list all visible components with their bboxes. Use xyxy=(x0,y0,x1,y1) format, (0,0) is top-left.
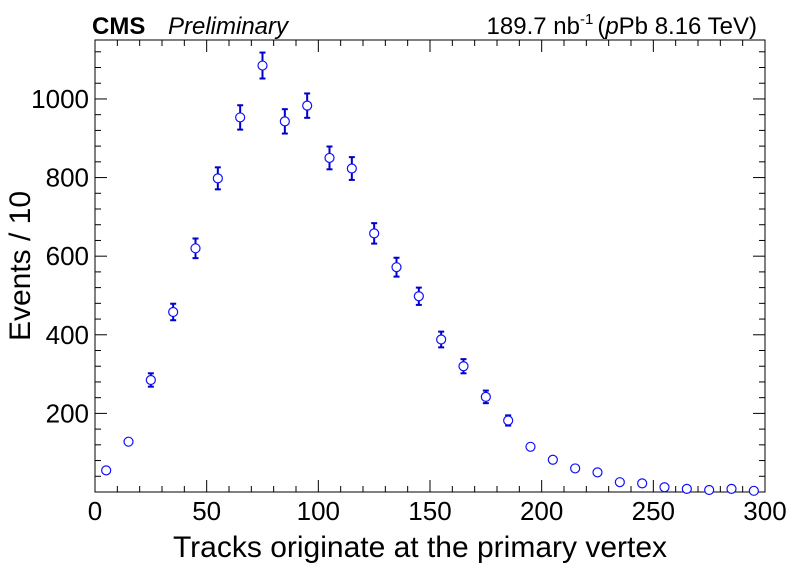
data-point xyxy=(145,374,156,386)
data-point xyxy=(212,173,223,184)
data-point xyxy=(614,477,625,488)
y-tick-label: 400 xyxy=(46,320,89,350)
axis-ticks: 0 50 100 150 200 250 300 200 400 600 800 1000 xyxy=(31,40,787,526)
data-point xyxy=(279,116,290,127)
x-tick-label: 250 xyxy=(632,496,675,526)
data-point xyxy=(637,478,648,489)
data-point xyxy=(436,334,447,345)
data-point xyxy=(681,483,692,494)
data-point xyxy=(659,482,670,493)
y-tick-label: 200 xyxy=(46,398,89,428)
x-axis-label: Tracks originate at the primary vertex xyxy=(173,531,667,564)
data-point xyxy=(413,291,424,302)
data-point xyxy=(525,441,536,452)
data-point xyxy=(190,243,201,254)
x-tick-label: 100 xyxy=(297,496,340,526)
data-point xyxy=(503,415,514,426)
lumi-exponent: -1 xyxy=(580,11,593,28)
data-point xyxy=(592,467,603,478)
y-tick-label: 1000 xyxy=(31,84,89,114)
y-axis-label: Events / 10 xyxy=(4,191,37,341)
data-point xyxy=(726,483,737,494)
data-point xyxy=(570,463,581,474)
data-point xyxy=(168,306,179,318)
data-point xyxy=(369,228,380,239)
x-tick-label: 50 xyxy=(192,496,221,526)
data-point xyxy=(458,361,469,372)
cms-label: CMS xyxy=(92,13,145,40)
data-point xyxy=(704,484,715,496)
data-point xyxy=(480,391,491,402)
collision-open: ( xyxy=(597,13,605,40)
data-point xyxy=(324,152,335,164)
data-point xyxy=(257,60,268,71)
collision-p: p xyxy=(604,13,618,40)
data-point xyxy=(346,163,357,174)
x-tick-label: 150 xyxy=(408,496,451,526)
x-tick-label: 0 xyxy=(88,496,102,526)
y-tick-label: 600 xyxy=(46,241,89,271)
data-point xyxy=(302,100,313,111)
plot-frame xyxy=(94,39,766,493)
data-points xyxy=(101,51,759,496)
data-point xyxy=(391,262,402,273)
luminosity-label: 189.7 nb-1 (pPb 8.16 TeV) xyxy=(487,11,757,40)
x-tick-label: 200 xyxy=(520,496,563,526)
data-point xyxy=(547,454,558,465)
collision-rest: Pb 8.16 TeV) xyxy=(619,13,757,40)
data-point xyxy=(101,465,112,476)
data-point xyxy=(748,485,759,496)
x-tick-label: 300 xyxy=(743,496,786,526)
lumi-value: 189.7 nb xyxy=(487,13,580,40)
data-point xyxy=(123,436,134,447)
data-point xyxy=(235,112,246,123)
preliminary-label: Preliminary xyxy=(168,13,290,40)
y-tick-label: 800 xyxy=(46,163,89,193)
